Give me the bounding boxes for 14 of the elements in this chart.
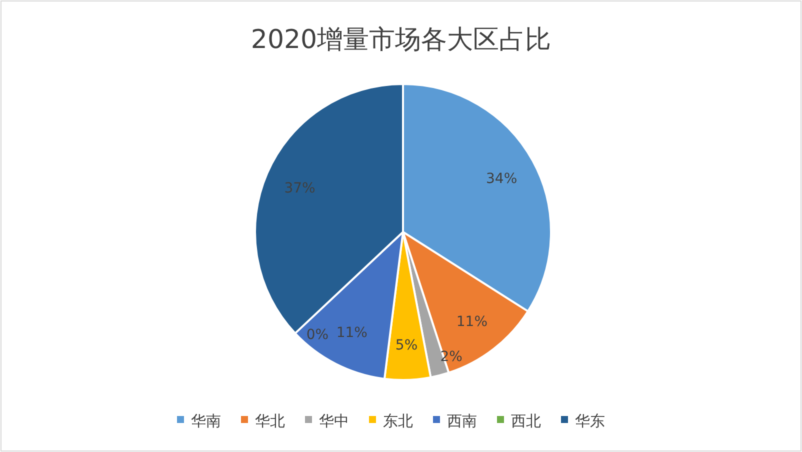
legend-label: 华中 [319, 412, 349, 430]
legend-label: 西北 [511, 412, 541, 430]
data-label: 37% [284, 180, 316, 196]
legend-label: 华北 [255, 412, 285, 430]
data-label: 5% [395, 337, 418, 354]
legend-label: 西南 [447, 412, 477, 430]
legend-label: 华东 [575, 412, 605, 430]
legend-label: 东北 [383, 412, 413, 430]
chart-title: 2020增量市场各大区占比 [250, 25, 552, 55]
data-label: 11% [336, 325, 368, 342]
data-label: 34% [486, 170, 518, 187]
text: 0% [306, 327, 329, 344]
data-label: 11% [456, 314, 488, 330]
legend-label: 华南 [191, 412, 221, 430]
